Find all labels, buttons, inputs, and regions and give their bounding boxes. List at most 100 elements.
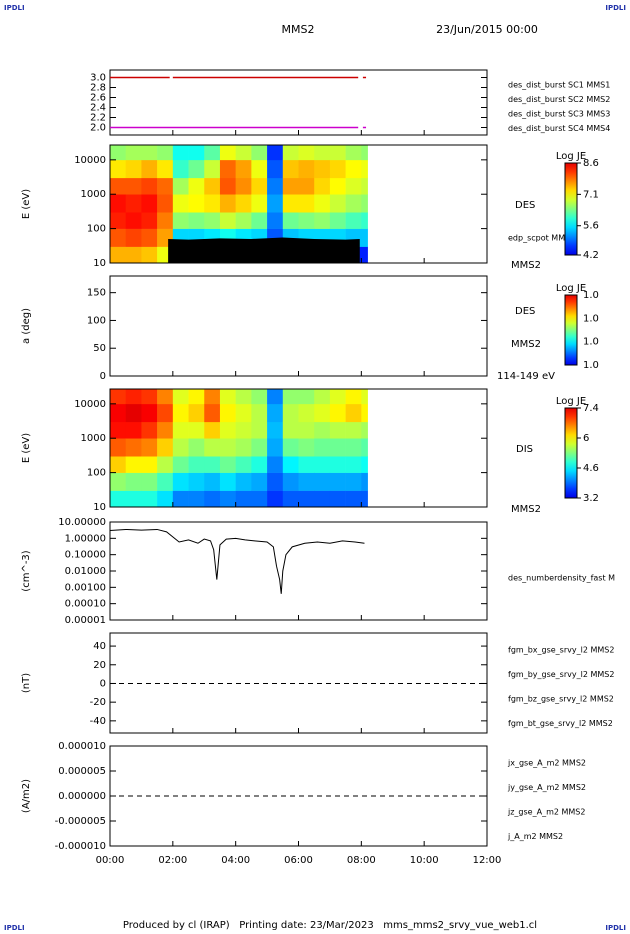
spectrogram-cell <box>251 456 268 473</box>
y-tick-label: 0.01000 <box>65 566 106 577</box>
spectrogram-cell <box>235 389 252 405</box>
annotation: MMS2 <box>511 339 541 350</box>
legend-entry: des_dist_burst SC4 MMS4 <box>508 124 610 133</box>
spectrogram-cell <box>251 438 268 457</box>
y-tick-label: 3.0 <box>90 73 106 84</box>
spectrogram-cell <box>282 177 299 195</box>
spectrogram-cell <box>251 194 268 213</box>
spectrogram-cell <box>314 438 331 457</box>
annotation: DES <box>515 306 535 317</box>
spectrogram-cell <box>157 438 174 457</box>
spectrogram-cell <box>204 472 221 491</box>
spectrogram-cell <box>314 194 331 213</box>
spectrogram-cell <box>314 212 331 229</box>
date: 23/Jun/2015 00:00 <box>436 23 538 36</box>
spectrogram-cell <box>361 389 368 405</box>
spectrogram-cell <box>125 145 142 161</box>
spectrogram-cell <box>329 421 346 439</box>
spectrogram-cell <box>329 456 346 473</box>
spectrogram-cell <box>329 212 346 229</box>
colorbar <box>564 162 578 256</box>
spectrogram-cell <box>188 194 205 213</box>
spectrogram-cell <box>141 159 158 179</box>
y-tick-label: 150 <box>87 288 106 299</box>
spectrogram-cell <box>282 421 299 439</box>
colorbar-label: 4.2 <box>583 250 599 261</box>
spectrogram-cell <box>267 194 284 213</box>
spectrogram-cell <box>361 194 368 213</box>
spectrogram-cell <box>204 194 221 213</box>
spectrogram-cell <box>345 389 362 405</box>
spacecraft: MMS2 <box>282 23 315 36</box>
spectrogram-cell <box>125 389 142 405</box>
y-tick-label: 10000 <box>74 399 106 410</box>
spectrogram-cell <box>298 456 315 473</box>
spectrogram-cell <box>251 472 268 491</box>
scpot-area <box>168 237 360 263</box>
spectrogram-cell <box>141 490 158 508</box>
spectrogram-cell <box>110 472 127 491</box>
spectrogram-cell <box>204 159 221 179</box>
spectrogram-cell <box>141 246 158 264</box>
spectrogram-cell <box>110 145 127 161</box>
y-tick-label: 0.00010 <box>65 599 106 610</box>
spectrogram-cell <box>282 472 299 491</box>
spectrogram-cell <box>314 421 331 439</box>
legend-entry: jz_gse_A_m2 MMS2 <box>507 808 585 817</box>
y-axis-label: (cm^-3) <box>21 550 32 591</box>
y-tick-label: -20 <box>90 697 106 708</box>
spectrogram-cell <box>298 472 315 491</box>
spectrogram-cell <box>141 228 158 247</box>
spectrogram-cell <box>314 389 331 405</box>
spectrogram-cell <box>172 438 189 457</box>
spectrogram-cell <box>110 438 127 457</box>
y-tick-label: 20 <box>93 660 106 671</box>
y-tick-label: 0.00001 <box>65 615 106 626</box>
spectrogram-cell <box>110 403 127 423</box>
y-tick-label: -0.000010 <box>55 841 106 852</box>
spectrogram-cell <box>267 177 284 195</box>
spectrogram-cell <box>188 438 205 457</box>
spectrogram-cell <box>314 456 331 473</box>
spectrogram-cell <box>298 177 315 195</box>
legend-entry: j_A_m2 MMS2 <box>507 832 563 841</box>
spectrogram-cell <box>141 145 158 161</box>
spectrogram-cell <box>235 438 252 457</box>
spectrogram-cell <box>188 389 205 405</box>
spectrogram-cell <box>298 194 315 213</box>
spectrogram-cell <box>204 438 221 457</box>
legend-entry: des_numberdensity_fast M <box>508 574 615 583</box>
y-tick-label: 1.00000 <box>65 533 106 544</box>
spectrogram-cell <box>329 490 346 508</box>
spectrogram-cell <box>141 212 158 229</box>
x-tick-label: 04:00 <box>221 855 250 866</box>
spectrogram-cell <box>110 177 127 195</box>
spectrogram-cell <box>298 403 315 423</box>
spectrogram-cell <box>298 490 315 508</box>
spectrogram-cell <box>110 194 127 213</box>
y-axis-label: (nT) <box>21 673 32 693</box>
spectrogram-cell <box>329 389 346 405</box>
spectrogram-cell <box>188 490 205 508</box>
spectrogram-cell <box>172 403 189 423</box>
spectrogram-cell <box>298 389 315 405</box>
legend-entry: des_dist_burst SC3 MMS3 <box>508 110 610 119</box>
spectrogram-cell <box>125 194 142 213</box>
colorbar-label: 7.1 <box>583 189 599 200</box>
spectrogram-cell <box>282 490 299 508</box>
spectrogram-cell <box>141 194 158 213</box>
colorbar-label: 4.6 <box>583 463 599 474</box>
spectrogram-cell <box>267 472 284 491</box>
spectrogram-cell <box>314 472 331 491</box>
spectrogram-cell <box>110 246 127 264</box>
spectrogram-cell <box>219 472 236 491</box>
y-tick-label: 0.000000 <box>58 791 106 802</box>
spectrogram-cell <box>282 389 299 405</box>
spectrogram-cell <box>361 421 368 439</box>
spectrogram-cell <box>172 177 189 195</box>
spectrogram-cell <box>329 177 346 195</box>
y-axis-label: E (eV) <box>21 433 32 463</box>
spectrogram-cell <box>172 472 189 491</box>
spectrogram-cell <box>345 472 362 491</box>
spectrogram-cell <box>298 145 315 161</box>
